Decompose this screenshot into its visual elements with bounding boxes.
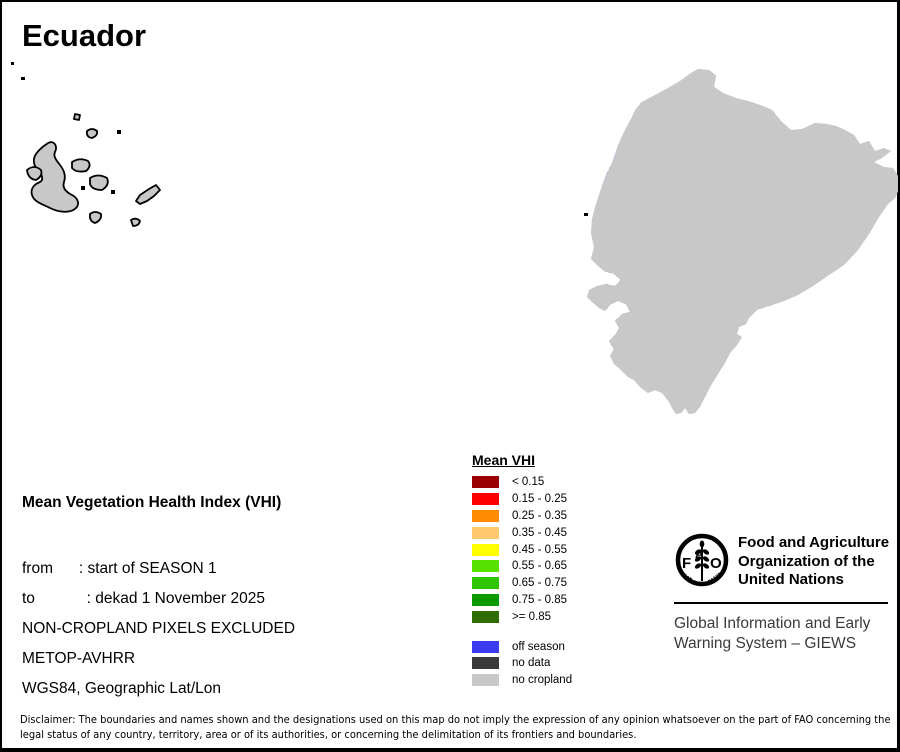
fao-name-line: Organization of the — [738, 552, 875, 570]
fao-name: Food and Agriculture Organization of the U… — [738, 532, 889, 590]
island-fernandina — [26, 166, 43, 181]
giews-subtitle-line: Global Information and Early — [674, 614, 871, 632]
fao-name-line: Food and Agriculture — [738, 534, 890, 551]
legend-label: 0.75 - 0.85 — [512, 593, 567, 606]
legend-label: < 0.15 — [512, 476, 545, 489]
info-line: NON-CROPLAND PIXELS EXCLUDED — [22, 620, 296, 637]
legend-swatch — [472, 640, 499, 653]
legend-swatch — [472, 560, 499, 573]
legend-row: 0.45 - 0.55 — [472, 541, 572, 558]
island-genovesa — [117, 130, 121, 134]
legend-swatch — [472, 610, 499, 623]
legend-swatch — [472, 593, 499, 606]
fao-logo-letter-o: O — [710, 555, 722, 572]
legend-swatch — [472, 674, 499, 687]
fao-motto-fiat: FIAT — [680, 572, 692, 583]
country-border — [585, 67, 898, 416]
legend-swatch — [472, 476, 499, 489]
island-santa-cruz — [89, 174, 109, 191]
legend-label: no cropland — [512, 674, 573, 687]
legend-label: 0.35 - 0.45 — [512, 526, 567, 539]
island-floreana — [88, 211, 103, 224]
island-pinta — [73, 113, 81, 121]
galapagos-islands — [11, 62, 161, 227]
legend-label: no data — [512, 657, 551, 670]
info-lines: from : start of SEASON 1 to : dekad 1 Nov… — [22, 554, 295, 704]
legend-label: 0.55 - 0.65 — [512, 560, 567, 573]
island-de-la-plata — [584, 213, 588, 216]
legend-row: 0.75 - 0.85 — [472, 592, 572, 609]
legend-row: off season — [472, 638, 572, 655]
legend-row: 0.55 - 0.65 — [472, 558, 572, 575]
legend-label: 0.45 - 0.55 — [512, 543, 567, 556]
wheat-ear-icon — [694, 540, 710, 581]
page-title: Ecuador — [22, 18, 147, 53]
island-marchena — [85, 128, 99, 139]
legend-label: 0.15 - 0.25 — [512, 493, 567, 506]
fao-divider — [674, 601, 888, 604]
island-pinzon — [81, 186, 85, 190]
fao-name-line: United Nations — [738, 571, 844, 588]
legend-title: Mean VHI — [472, 452, 536, 468]
info-block: Mean Vegetation Health Index (VHI) from … — [22, 452, 295, 722]
info-line: METOP-AVHRR — [22, 650, 136, 667]
legend-label: 0.65 - 0.75 — [512, 577, 567, 590]
info-heading: Mean Vegetation Health Index (VHI) — [22, 494, 282, 511]
legend-row: no cropland — [472, 672, 572, 689]
legend-swatch — [472, 543, 499, 556]
legend-swatch — [472, 493, 499, 506]
info-line: from : start of SEASON 1 — [22, 560, 217, 577]
fao-logo-icon: F A O FIAT PANIS — [675, 533, 729, 587]
legend-row: 0.15 - 0.25 — [472, 491, 572, 508]
legend-row: 0.65 - 0.75 — [472, 575, 572, 592]
legend-row: no data — [472, 655, 572, 672]
island-santa-fe — [111, 190, 115, 194]
giews-subtitle-line: Warning System – GIEWS — [674, 634, 857, 652]
legend-swatch — [472, 509, 499, 522]
legend-row: 0.35 - 0.45 — [472, 524, 572, 541]
info-line: to : dekad 1 November 2025 — [22, 590, 265, 607]
legend-extra-classes: off season no data no cropland — [472, 638, 572, 688]
disclaimer-text: Disclaimer: The boundaries and names sho… — [20, 713, 891, 741]
fao-block: F A O FIAT PANIS Food and Agriculture Org… — [674, 532, 890, 654]
info-line: WGS84, Geographic Lat/Lon — [22, 680, 222, 697]
island-santiago — [71, 158, 91, 173]
legend-row: 0.25 - 0.35 — [472, 508, 572, 525]
legend-label: off season — [512, 640, 565, 653]
legend-swatch — [472, 526, 499, 539]
island-espanola — [130, 217, 141, 227]
island-san-cristobal — [135, 184, 161, 205]
vhi-legend: Mean VHI < 0.15 0.15 - 0.25 0.25 - 0.35 0.3… — [472, 452, 572, 689]
legend-label: >= 0.85 — [512, 610, 552, 623]
legend-swatch — [472, 577, 499, 590]
fao-logo-letter-a: A — [695, 547, 704, 561]
fao-logo-letter-f: F — [682, 555, 691, 572]
giews-subtitle: Global Information and Early Warning Syst… — [674, 614, 890, 654]
legend-row: >= 0.85 — [472, 608, 572, 625]
legend-row: < 0.15 — [472, 474, 572, 491]
legend-swatch — [472, 657, 499, 670]
legend-label: 0.25 - 0.35 — [512, 509, 567, 522]
legend-classes: < 0.15 0.15 - 0.25 0.25 - 0.35 0.35 - 0.45 0… — [472, 474, 572, 625]
